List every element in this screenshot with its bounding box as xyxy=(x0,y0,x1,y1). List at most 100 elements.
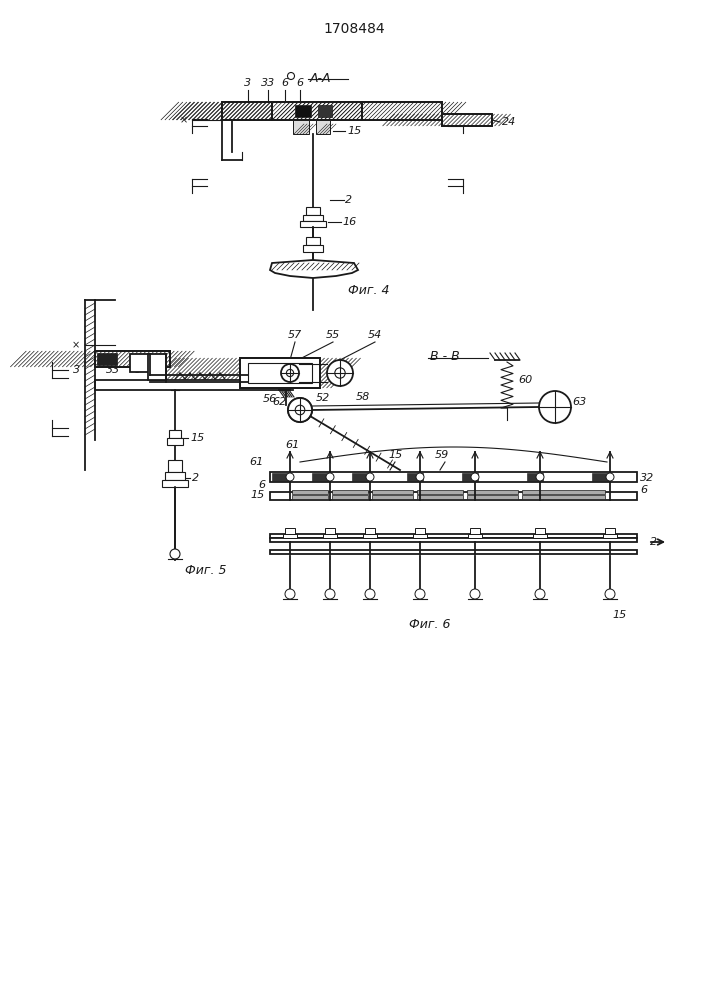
Bar xyxy=(470,528,480,534)
Text: ×: × xyxy=(72,340,80,350)
Circle shape xyxy=(606,473,614,481)
Bar xyxy=(323,534,337,538)
Text: ×: × xyxy=(180,115,188,125)
Circle shape xyxy=(535,589,545,599)
Bar xyxy=(352,473,368,481)
Circle shape xyxy=(335,368,345,378)
Circle shape xyxy=(365,589,375,599)
Text: 52: 52 xyxy=(316,393,330,403)
Text: 15: 15 xyxy=(190,433,204,443)
Circle shape xyxy=(325,589,335,599)
Bar xyxy=(270,538,637,542)
Bar xyxy=(325,528,335,534)
Text: 6: 6 xyxy=(133,365,140,375)
Text: 33: 33 xyxy=(261,78,275,88)
Text: 6: 6 xyxy=(640,485,647,495)
Text: А-А: А-А xyxy=(310,72,332,85)
Bar xyxy=(468,534,482,538)
Bar xyxy=(363,534,377,538)
Circle shape xyxy=(296,405,305,415)
Bar xyxy=(292,490,328,494)
Circle shape xyxy=(286,369,293,377)
Bar xyxy=(365,528,375,534)
Text: 15: 15 xyxy=(613,610,627,620)
Text: 61: 61 xyxy=(286,440,300,450)
Text: 6: 6 xyxy=(258,480,265,490)
Bar xyxy=(372,495,413,499)
Bar xyxy=(95,380,290,390)
Bar xyxy=(306,237,320,245)
Text: 33: 33 xyxy=(106,365,120,375)
Bar xyxy=(442,114,492,126)
Bar xyxy=(222,102,272,120)
Circle shape xyxy=(288,398,312,422)
Circle shape xyxy=(326,473,334,481)
Circle shape xyxy=(281,364,299,382)
Bar xyxy=(362,102,442,120)
Bar xyxy=(272,102,362,120)
Circle shape xyxy=(471,473,479,481)
Text: 62: 62 xyxy=(273,397,287,407)
Text: 6: 6 xyxy=(296,78,303,88)
Bar xyxy=(295,105,311,117)
Bar xyxy=(533,534,547,538)
Circle shape xyxy=(539,391,571,423)
Bar xyxy=(168,460,182,472)
Bar xyxy=(240,358,320,388)
Text: 58: 58 xyxy=(356,392,370,402)
Circle shape xyxy=(416,473,424,481)
Bar xyxy=(270,472,637,482)
Text: 57: 57 xyxy=(288,330,302,340)
Circle shape xyxy=(170,549,180,559)
Bar xyxy=(95,351,170,367)
Bar xyxy=(462,473,478,481)
Bar xyxy=(413,534,427,538)
Circle shape xyxy=(470,589,480,599)
Polygon shape xyxy=(270,260,358,278)
Bar xyxy=(222,102,272,120)
Bar xyxy=(316,120,330,134)
Bar xyxy=(162,480,188,487)
Bar xyxy=(442,114,492,126)
Bar xyxy=(303,245,323,252)
Text: 53: 53 xyxy=(148,365,162,375)
Bar xyxy=(592,473,608,481)
Bar xyxy=(332,495,368,499)
Bar xyxy=(270,534,637,538)
Bar xyxy=(417,495,463,499)
Bar xyxy=(148,354,166,380)
Text: Фиг. 6: Фиг. 6 xyxy=(409,618,451,631)
Bar xyxy=(467,495,518,499)
Bar xyxy=(332,490,368,494)
Text: 60: 60 xyxy=(518,375,532,385)
Bar xyxy=(292,495,328,499)
Text: Фиг. 4: Фиг. 4 xyxy=(348,284,390,297)
Text: Фиг. 5: Фиг. 5 xyxy=(185,564,226,577)
Bar xyxy=(95,351,170,367)
Text: 54: 54 xyxy=(368,330,382,340)
Bar xyxy=(467,490,518,494)
Bar xyxy=(372,490,413,494)
Bar xyxy=(293,120,309,134)
Text: 15: 15 xyxy=(251,490,265,500)
Bar xyxy=(417,490,463,494)
Circle shape xyxy=(415,589,425,599)
Bar xyxy=(318,105,332,117)
Bar xyxy=(130,354,150,372)
Bar xyxy=(272,473,288,481)
Bar xyxy=(312,473,328,481)
Bar xyxy=(527,473,543,481)
Circle shape xyxy=(288,398,312,422)
Bar xyxy=(167,438,183,445)
Circle shape xyxy=(327,360,353,386)
Bar xyxy=(407,473,423,481)
Bar xyxy=(240,358,320,388)
Bar xyxy=(283,534,297,538)
Circle shape xyxy=(285,589,295,599)
Text: 2: 2 xyxy=(650,537,657,547)
Bar xyxy=(270,550,637,554)
Text: В - В: В - В xyxy=(430,350,460,363)
Bar xyxy=(240,358,320,388)
Text: 2: 2 xyxy=(192,473,199,483)
Bar xyxy=(248,363,312,383)
